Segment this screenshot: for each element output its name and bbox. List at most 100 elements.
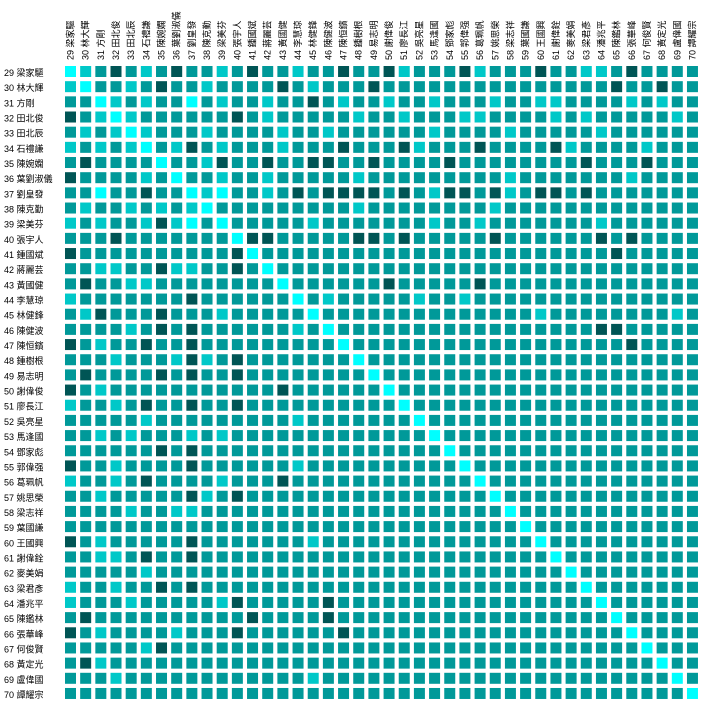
heatmap-cell bbox=[444, 566, 456, 578]
heatmap-cell bbox=[307, 172, 319, 184]
heatmap-cell bbox=[611, 460, 623, 472]
heatmap-cell bbox=[231, 399, 243, 411]
heatmap-cell bbox=[125, 232, 137, 244]
heatmap-cell bbox=[110, 687, 122, 699]
heatmap-cell bbox=[140, 657, 152, 669]
heatmap-cell bbox=[671, 157, 683, 169]
heatmap-cell bbox=[201, 566, 213, 578]
heatmap-cell bbox=[231, 232, 243, 244]
heatmap-cell bbox=[429, 66, 441, 77]
heatmap-cell bbox=[641, 308, 653, 320]
heatmap-cell bbox=[110, 612, 122, 624]
heatmap-cell bbox=[550, 187, 562, 199]
heatmap-cell bbox=[322, 460, 334, 472]
heatmap-cell bbox=[383, 111, 395, 123]
heatmap-cell bbox=[292, 414, 304, 426]
heatmap-cell bbox=[565, 687, 577, 699]
heatmap-cell bbox=[550, 141, 562, 153]
heatmap-cell bbox=[216, 642, 228, 654]
heatmap-cell bbox=[626, 445, 638, 457]
heatmap-cell bbox=[171, 111, 183, 123]
heatmap-cell bbox=[125, 642, 137, 654]
heatmap-cell bbox=[641, 339, 653, 351]
heatmap-cell bbox=[671, 248, 683, 260]
heatmap-cell bbox=[156, 521, 168, 533]
heatmap-cell bbox=[322, 172, 334, 184]
heatmap-cell bbox=[231, 475, 243, 487]
heatmap-cell bbox=[489, 384, 501, 396]
heatmap-cell bbox=[156, 445, 168, 457]
heatmap-cell bbox=[277, 187, 289, 199]
heatmap-cell bbox=[247, 369, 259, 381]
heatmap-cell bbox=[671, 126, 683, 138]
heatmap-cell bbox=[671, 460, 683, 472]
heatmap-cell bbox=[80, 157, 92, 169]
heatmap-cell bbox=[580, 354, 592, 366]
heatmap-cell bbox=[186, 384, 198, 396]
heatmap-cell bbox=[307, 263, 319, 275]
heatmap-cell bbox=[110, 581, 122, 593]
heatmap-cell bbox=[292, 111, 304, 123]
heatmap-cell bbox=[398, 96, 410, 108]
heatmap-cell bbox=[535, 672, 547, 684]
heatmap-cell bbox=[231, 627, 243, 639]
heatmap-cell bbox=[353, 172, 365, 184]
row-label: 62 麥美娟 bbox=[4, 568, 44, 579]
heatmap-cell bbox=[247, 96, 259, 108]
heatmap-cell bbox=[140, 293, 152, 305]
heatmap-cell bbox=[656, 475, 668, 487]
heatmap-cell bbox=[656, 672, 668, 684]
heatmap-cell bbox=[489, 687, 501, 699]
heatmap-cell bbox=[611, 126, 623, 138]
heatmap-cell bbox=[65, 596, 76, 608]
heatmap-cell bbox=[550, 551, 562, 563]
heatmap-cell bbox=[171, 399, 183, 411]
heatmap-cell bbox=[262, 339, 274, 351]
heatmap-cell bbox=[535, 399, 547, 411]
heatmap-cell bbox=[110, 278, 122, 290]
heatmap-cell bbox=[444, 475, 456, 487]
heatmap-cell bbox=[277, 414, 289, 426]
heatmap-cell bbox=[580, 81, 592, 93]
heatmap-cell bbox=[656, 627, 668, 639]
column-label: 69 盧偉國 bbox=[671, 20, 682, 60]
heatmap-cell bbox=[338, 141, 350, 153]
column-label: 47 陳恒鑌 bbox=[338, 20, 349, 60]
heatmap-cell bbox=[277, 202, 289, 214]
heatmap-cell bbox=[671, 339, 683, 351]
column-label: 43 黃國健 bbox=[277, 20, 288, 60]
heatmap-cell bbox=[80, 66, 92, 77]
heatmap-cell bbox=[186, 657, 198, 669]
heatmap-cell bbox=[550, 202, 562, 214]
heatmap-cell bbox=[398, 141, 410, 153]
heatmap-cell bbox=[489, 66, 501, 77]
heatmap-cell bbox=[656, 141, 668, 153]
heatmap-cell bbox=[262, 354, 274, 366]
heatmap-cell bbox=[156, 278, 168, 290]
heatmap-cell bbox=[125, 172, 137, 184]
heatmap-cell bbox=[550, 263, 562, 275]
heatmap-cell bbox=[338, 187, 350, 199]
heatmap-cell bbox=[565, 612, 577, 624]
heatmap-cell bbox=[231, 141, 243, 153]
heatmap-cell bbox=[504, 323, 516, 335]
heatmap-cell bbox=[322, 445, 334, 457]
heatmap-cell bbox=[338, 657, 350, 669]
heatmap-cell bbox=[80, 581, 92, 593]
heatmap-cell bbox=[398, 66, 410, 77]
heatmap-cell bbox=[262, 581, 274, 593]
heatmap-cell bbox=[641, 293, 653, 305]
heatmap-cell bbox=[201, 369, 213, 381]
heatmap-cell bbox=[611, 475, 623, 487]
heatmap-cell bbox=[595, 141, 607, 153]
heatmap-cell bbox=[140, 460, 152, 472]
heatmap-cell bbox=[277, 672, 289, 684]
row-label: 61 謝偉銓 bbox=[4, 552, 44, 563]
heatmap-cell bbox=[565, 141, 577, 153]
heatmap-cell bbox=[140, 430, 152, 442]
heatmap-cell bbox=[277, 369, 289, 381]
row-label: 39 梁美芬 bbox=[4, 219, 44, 230]
heatmap-cell bbox=[186, 414, 198, 426]
heatmap-cell bbox=[459, 566, 471, 578]
heatmap-cell bbox=[216, 612, 228, 624]
